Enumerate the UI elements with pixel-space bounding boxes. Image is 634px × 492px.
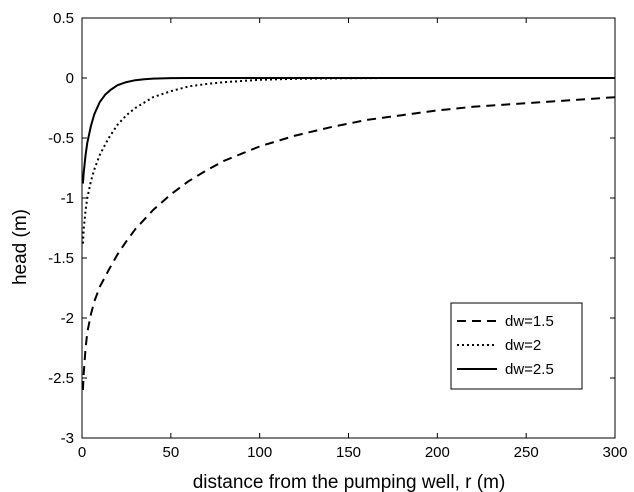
x-tick-label: 50 xyxy=(162,444,179,461)
y-axis-ticks: -3 -2.5 -2 -1.5 -1 -0.5 0 0.5 xyxy=(48,10,615,447)
x-tick-label: 0 xyxy=(78,444,86,461)
legend-label: dw=1.5 xyxy=(505,313,554,330)
x-tick-label: 300 xyxy=(602,444,627,461)
x-tick-label: 150 xyxy=(336,444,361,461)
series-line-2 xyxy=(81,77,615,244)
y-axis-title: head (m) xyxy=(10,209,31,285)
y-tick-label: -1.5 xyxy=(48,250,74,267)
y-tick-label: 0 xyxy=(66,70,74,87)
x-axis-title: distance from the pumping well, r (m) xyxy=(193,472,506,492)
y-tick-label: -2 xyxy=(61,310,74,327)
y-tick-label: 0.5 xyxy=(53,10,74,27)
y-tick-label: -0.5 xyxy=(48,130,74,147)
series-line-1 xyxy=(81,96,616,391)
series-line-3 xyxy=(81,77,615,184)
legend-label: dw=2 xyxy=(505,337,541,354)
series-lines xyxy=(81,77,616,391)
legend-label: dw=2.5 xyxy=(505,361,554,378)
x-tick-label: 100 xyxy=(247,444,272,461)
x-tick-label: 200 xyxy=(425,444,450,461)
y-tick-label: -1 xyxy=(61,190,74,207)
x-axis-ticks: 0 50 100 150 200 250 300 xyxy=(78,18,628,461)
legend: dw=1.5 dw=2 dw=2.5 xyxy=(450,302,583,390)
x-tick-label: 250 xyxy=(514,444,539,461)
y-tick-label: -2.5 xyxy=(48,370,74,387)
y-tick-label: -3 xyxy=(61,430,74,447)
